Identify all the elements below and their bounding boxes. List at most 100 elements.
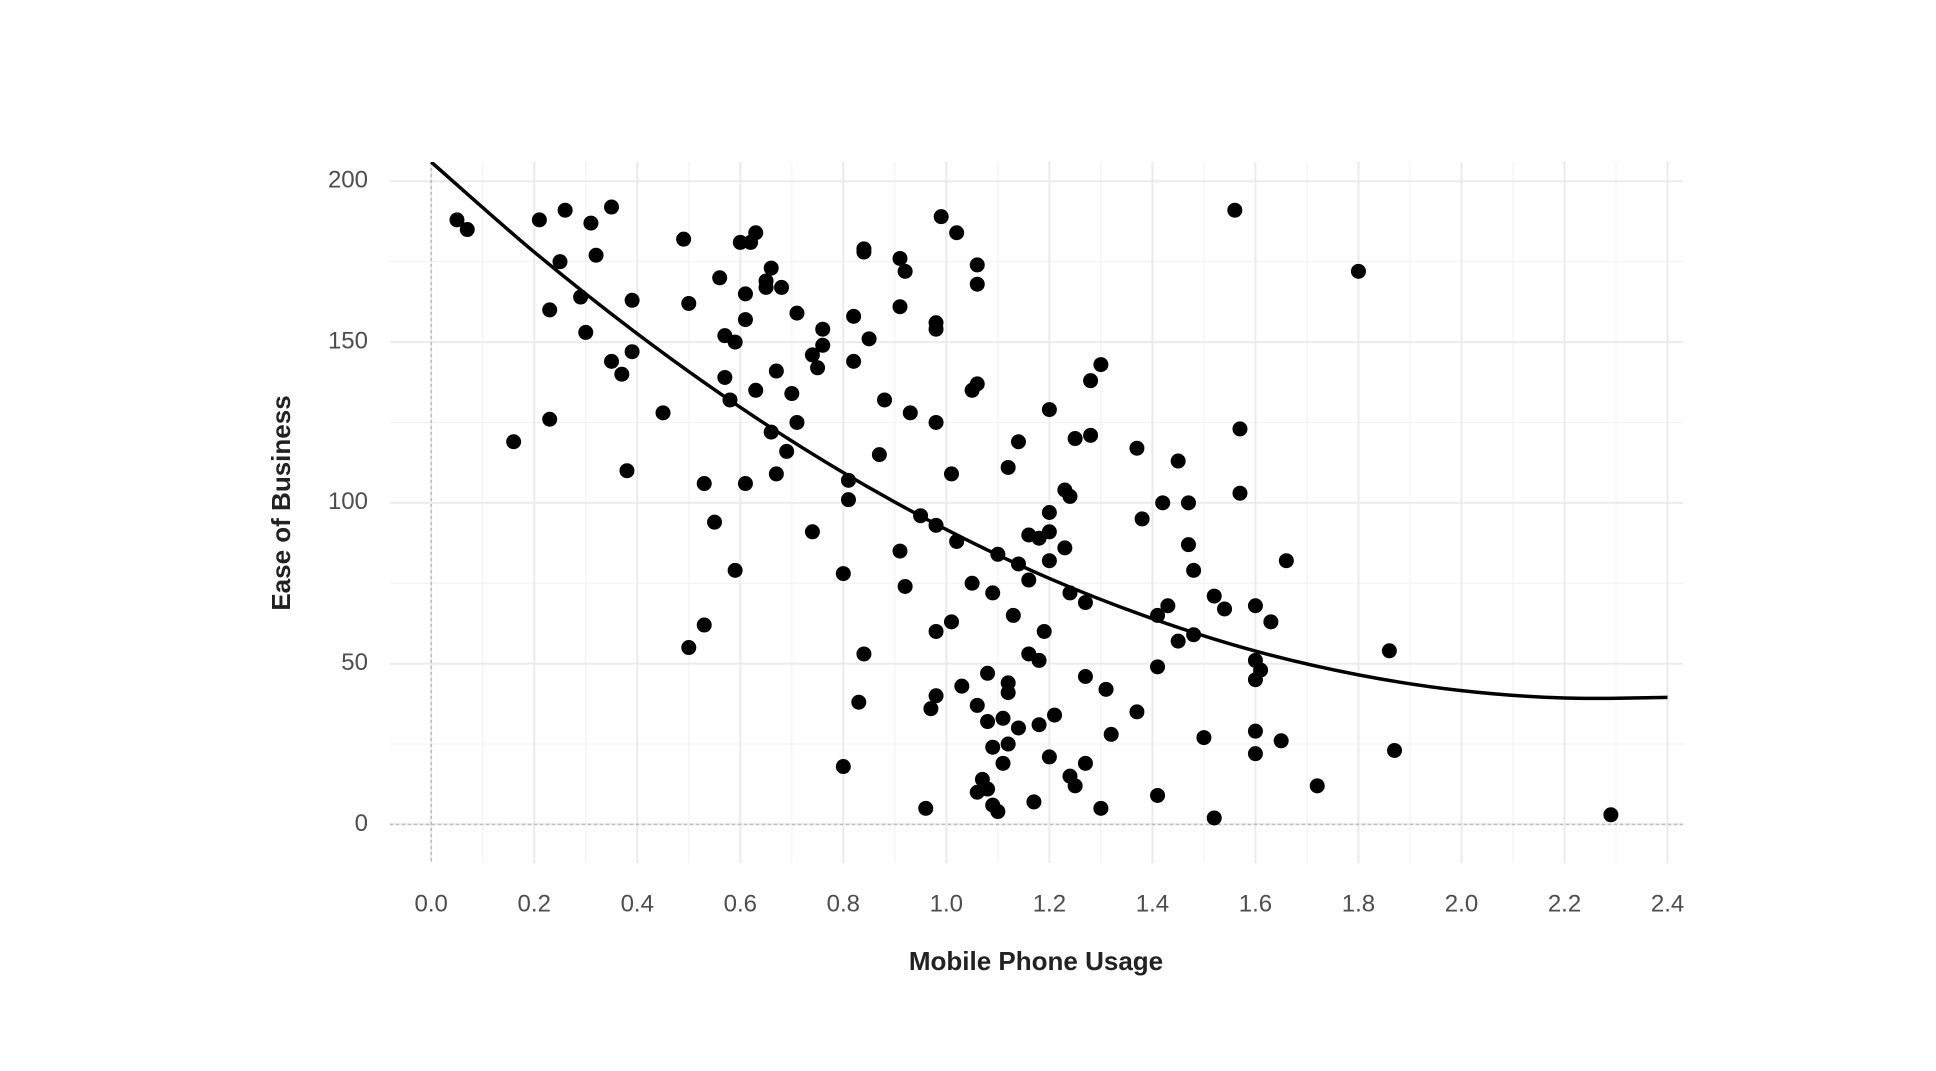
point (696, 617, 712, 633)
point (1021, 572, 1037, 588)
point (774, 279, 790, 295)
point (1232, 485, 1248, 501)
y-tick-label: 50 (341, 649, 368, 676)
point (779, 443, 795, 459)
point (1026, 794, 1042, 810)
point (763, 260, 779, 276)
point (980, 781, 996, 797)
point (1129, 440, 1145, 456)
point (789, 414, 805, 430)
point (1247, 598, 1263, 614)
point (789, 305, 805, 321)
point (815, 337, 831, 353)
point (846, 308, 862, 324)
point (748, 382, 764, 398)
point (1010, 434, 1026, 450)
point (995, 710, 1011, 726)
point (1170, 633, 1186, 649)
point (1077, 755, 1093, 771)
point (1170, 453, 1186, 469)
point (449, 212, 465, 228)
point (1155, 495, 1171, 511)
point (1150, 787, 1166, 803)
point (1253, 662, 1269, 678)
x-axis-title: Mobile Phone Usage (909, 946, 1163, 976)
point (1000, 736, 1016, 752)
point (619, 463, 635, 479)
point (1067, 778, 1083, 794)
x-tick-label: 0.4 (621, 890, 654, 917)
point (1232, 421, 1248, 437)
point (846, 353, 862, 369)
point (902, 405, 918, 421)
point (614, 366, 630, 382)
x-tick-label: 0.6 (724, 890, 757, 917)
point (1041, 749, 1057, 765)
point (1227, 202, 1243, 218)
point (1093, 800, 1109, 816)
point (877, 392, 893, 408)
point (727, 334, 743, 350)
point (1160, 598, 1176, 614)
point (681, 295, 697, 311)
point (1103, 726, 1119, 742)
x-tick-label: 0.0 (415, 890, 448, 917)
y-tick-label: 0 (355, 810, 368, 837)
point (964, 575, 980, 591)
point (835, 759, 851, 775)
x-tick-label: 1.2 (1033, 890, 1066, 917)
point (804, 524, 820, 540)
point (604, 353, 620, 369)
point (1196, 730, 1212, 746)
point (861, 331, 877, 347)
point (1217, 601, 1233, 617)
point (1247, 746, 1263, 762)
point (954, 678, 970, 694)
point (737, 286, 753, 302)
point (990, 804, 1006, 820)
point (892, 543, 908, 559)
point (1047, 707, 1063, 723)
point (944, 466, 960, 482)
plot-area (430, 162, 1668, 826)
point (542, 302, 558, 318)
point (624, 344, 640, 360)
point (531, 212, 547, 228)
point (1206, 810, 1222, 826)
point (933, 209, 949, 225)
point (1278, 553, 1294, 569)
point (949, 225, 965, 241)
point (1350, 263, 1366, 279)
point (840, 492, 856, 508)
point (1180, 537, 1196, 553)
point (804, 347, 820, 363)
point (1129, 704, 1145, 720)
point (928, 688, 944, 704)
point (892, 250, 908, 266)
y-axis-title: Ease of Business (266, 395, 296, 610)
point (969, 376, 985, 392)
point (856, 241, 872, 257)
point (737, 312, 753, 328)
point (1067, 431, 1083, 447)
point (768, 363, 784, 379)
point (578, 324, 594, 340)
point (1041, 505, 1057, 520)
x-tick-label: 2.0 (1445, 890, 1478, 917)
point (1031, 717, 1047, 733)
fit-line (430, 162, 1668, 701)
point (712, 270, 728, 286)
point (1010, 720, 1026, 736)
point (506, 434, 522, 450)
point (810, 360, 826, 376)
point (1036, 623, 1052, 639)
x-tick-label: 1.6 (1239, 890, 1272, 917)
point (542, 411, 558, 427)
point (1041, 524, 1057, 540)
x-tick-label: 1.4 (1136, 890, 1169, 917)
point (717, 369, 733, 385)
point (918, 800, 934, 816)
point (1093, 357, 1109, 373)
point (980, 714, 996, 730)
